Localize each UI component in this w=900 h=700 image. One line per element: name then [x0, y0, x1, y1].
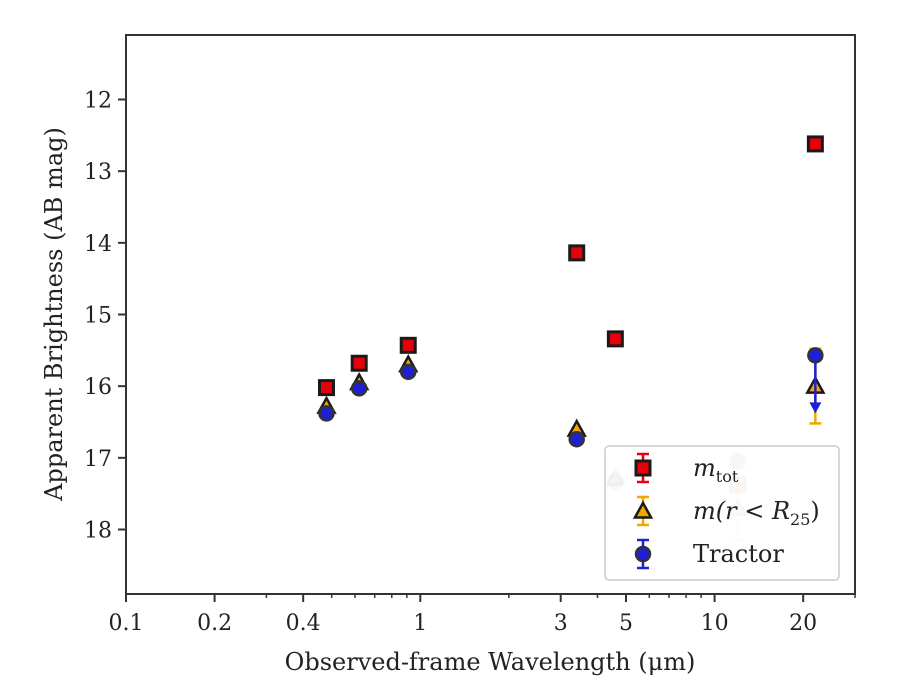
data-point-tractor — [350, 380, 368, 397]
legend-label-tractor: Tractor — [693, 540, 784, 568]
data-point-mtot — [806, 135, 824, 153]
y-tick-label: 14 — [84, 232, 112, 257]
legend-box — [604, 445, 840, 581]
marker-mtot — [806, 135, 824, 153]
data-point-mtot — [606, 330, 624, 348]
triangle-marker — [632, 500, 654, 519]
data-point-tractor — [568, 430, 585, 448]
x-tick-label: 0.4 — [286, 611, 321, 636]
x-tick-label: 5 — [619, 611, 633, 636]
square-marker — [634, 459, 652, 477]
legend-marker-mtot — [634, 459, 652, 477]
y-tick-label: 16 — [84, 375, 112, 400]
legend-entry-mr25: m(r < R25) — [632, 495, 820, 529]
marker-mtot — [399, 336, 417, 354]
upper-limit-arrow — [809, 402, 822, 414]
legend-label-sub: 25 — [790, 510, 810, 529]
data-point-mtot — [350, 354, 368, 372]
legend-entry-tractor: Tractor — [634, 538, 784, 570]
marker-tractor — [399, 363, 417, 381]
legend-label-tail: ) — [810, 497, 819, 525]
square-marker — [317, 379, 335, 397]
y-tick-label: 17 — [84, 447, 112, 472]
marker-mtot — [350, 354, 368, 372]
plot-marks — [316, 135, 826, 542]
marker-tractor — [568, 430, 585, 448]
y-tick-label: 13 — [84, 160, 112, 185]
legend-label-mtot: mtot — [693, 454, 739, 486]
marker-tractor — [350, 380, 368, 397]
x-axis-label: Observed-frame Wavelength (μm) — [285, 648, 696, 676]
y-tick-label: 15 — [84, 304, 112, 329]
circle-marker — [399, 363, 417, 381]
square-marker — [568, 244, 586, 262]
x-tick-label: 20 — [789, 611, 817, 636]
marker-tractor — [318, 405, 335, 422]
legend-entry-mtot: mtot — [634, 452, 739, 486]
y-tick-label: 12 — [84, 89, 112, 114]
circle-marker — [634, 545, 652, 563]
square-marker — [806, 135, 824, 153]
data-point-tractor — [807, 347, 824, 414]
x-tick-label: 10 — [701, 611, 729, 636]
circle-marker — [350, 380, 368, 397]
legend: mtot m(r < R25) Tractor — [604, 445, 840, 581]
data-point-mtot — [317, 379, 335, 397]
y-axis-label: Apparent Brightness (AB mag) — [40, 127, 68, 502]
legend-label-main: m(r < R — [693, 497, 790, 525]
data-point-tractor — [399, 363, 417, 381]
data-point-mtot — [399, 336, 417, 354]
legend-label-sub: tot — [716, 467, 739, 486]
marker-mtot — [568, 244, 586, 262]
circle-marker — [568, 430, 585, 448]
legend-marker-mr25 — [632, 500, 654, 519]
legend-label-main: Tractor — [693, 540, 784, 568]
circle-marker — [318, 405, 335, 422]
circle-marker — [807, 347, 824, 364]
square-marker — [399, 336, 417, 354]
x-tick-label: 0.2 — [197, 611, 232, 636]
marker-mtot — [317, 379, 335, 397]
legend-label-mr25: m(r < R25) — [693, 497, 820, 529]
marker-mtot — [606, 330, 624, 348]
square-marker — [350, 354, 368, 372]
legend-label-main: m — [693, 454, 716, 482]
data-point-mtot — [568, 244, 586, 262]
x-tick-label: 1 — [413, 611, 427, 636]
x-tick-label: 0.1 — [109, 611, 144, 636]
x-tick-label: 3 — [554, 611, 568, 636]
marker-tractor — [807, 347, 824, 364]
y-tick-label: 18 — [84, 519, 112, 544]
data-point-tractor — [318, 405, 335, 422]
square-marker — [606, 330, 624, 348]
legend-marker-tractor — [634, 545, 652, 563]
